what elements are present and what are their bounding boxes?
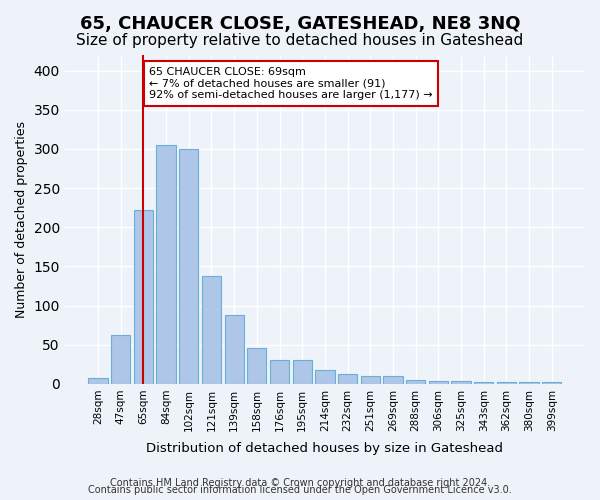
- Bar: [179, 149, 199, 384]
- Bar: [88, 378, 108, 384]
- Bar: [497, 382, 516, 384]
- Bar: [224, 315, 244, 384]
- Bar: [406, 380, 425, 384]
- Bar: [542, 382, 562, 384]
- Bar: [361, 376, 380, 384]
- Bar: [451, 381, 470, 384]
- Bar: [247, 348, 266, 384]
- Bar: [520, 382, 539, 384]
- Bar: [474, 382, 493, 384]
- Text: Size of property relative to detached houses in Gateshead: Size of property relative to detached ho…: [76, 32, 524, 48]
- Y-axis label: Number of detached properties: Number of detached properties: [15, 121, 28, 318]
- Bar: [383, 376, 403, 384]
- Bar: [270, 360, 289, 384]
- Bar: [315, 370, 335, 384]
- Bar: [428, 381, 448, 384]
- Bar: [202, 276, 221, 384]
- X-axis label: Distribution of detached houses by size in Gateshead: Distribution of detached houses by size …: [146, 442, 503, 455]
- Text: 65, CHAUCER CLOSE, GATESHEAD, NE8 3NQ: 65, CHAUCER CLOSE, GATESHEAD, NE8 3NQ: [80, 15, 520, 33]
- Text: Contains public sector information licensed under the Open Government Licence v3: Contains public sector information licen…: [88, 485, 512, 495]
- Text: 65 CHAUCER CLOSE: 69sqm
← 7% of detached houses are smaller (91)
92% of semi-det: 65 CHAUCER CLOSE: 69sqm ← 7% of detached…: [149, 66, 433, 100]
- Bar: [157, 145, 176, 384]
- Text: Contains HM Land Registry data © Crown copyright and database right 2024.: Contains HM Land Registry data © Crown c…: [110, 478, 490, 488]
- Bar: [134, 210, 153, 384]
- Bar: [338, 374, 357, 384]
- Bar: [111, 334, 130, 384]
- Bar: [293, 360, 312, 384]
